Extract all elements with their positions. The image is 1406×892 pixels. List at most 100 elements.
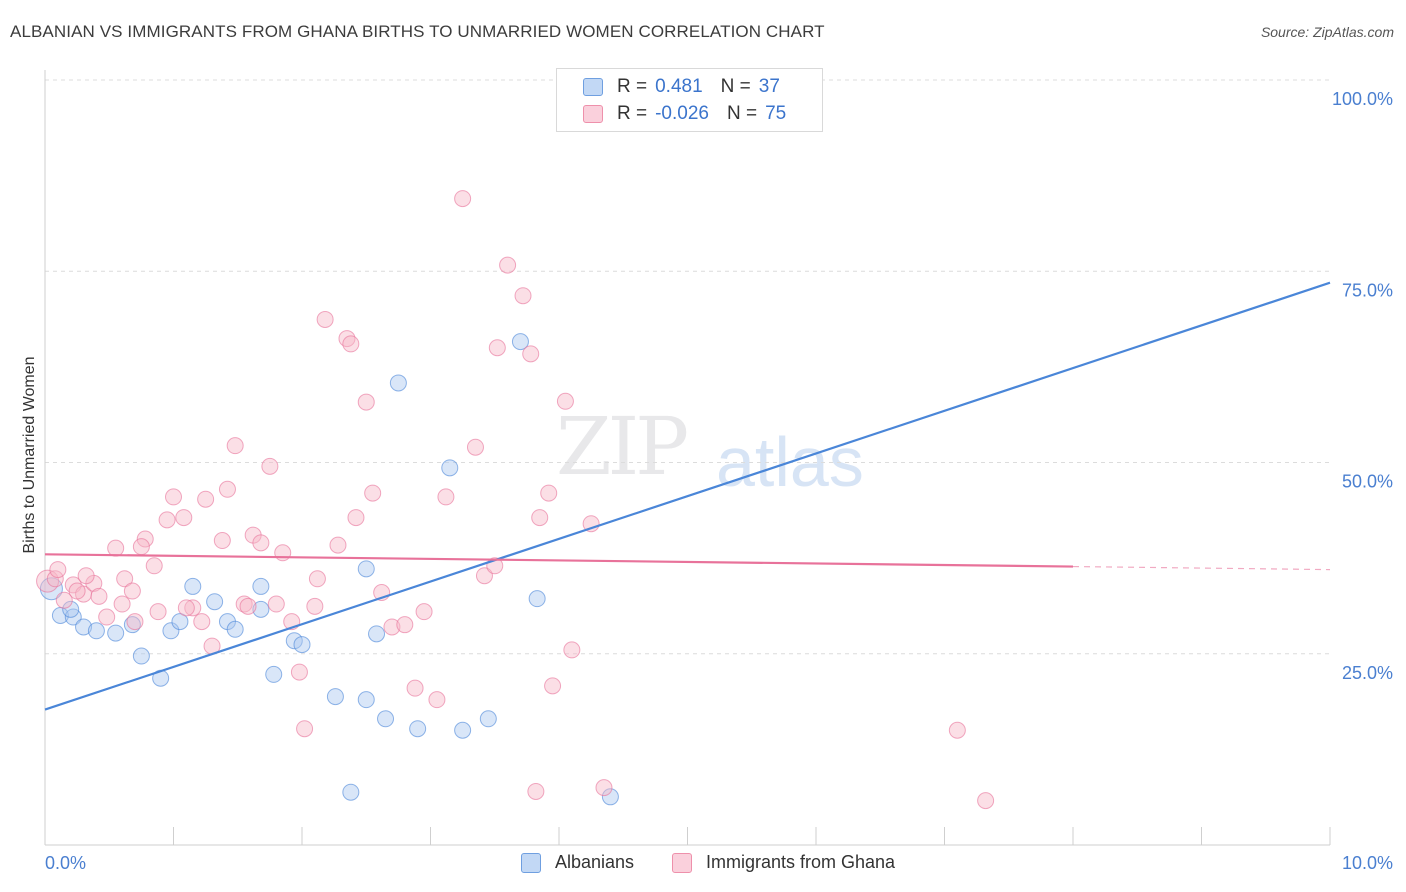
data-point: [175, 509, 193, 527]
data-point: [514, 287, 532, 305]
watermark-zip: ZIP: [556, 400, 689, 493]
data-point: [107, 539, 125, 557]
data-point: [55, 591, 73, 609]
data-point: [49, 561, 67, 579]
data-point: [347, 509, 365, 527]
data-point: [136, 530, 154, 548]
data-point: [218, 480, 236, 498]
data-point: [364, 484, 382, 502]
n-value: 75: [765, 103, 787, 124]
source-credit: Source: ZipAtlas.com: [1260, 24, 1394, 40]
data-point: [977, 792, 995, 810]
r-label: R =: [617, 76, 648, 97]
data-point: [488, 339, 506, 357]
trend-line-extension: [1072, 565, 1331, 571]
data-point: [296, 720, 314, 738]
series-legend: Albanians Immigrants from Ghana: [0, 852, 1406, 878]
r-value: 0.481: [655, 76, 703, 97]
data-point: [441, 459, 459, 477]
data-point: [563, 641, 581, 659]
y-tick-label: 75.0%: [1342, 280, 1393, 300]
data-point: [527, 782, 545, 800]
data-point: [285, 632, 303, 650]
data-point: [226, 437, 244, 455]
data-point: [252, 577, 270, 595]
data-point: [308, 570, 326, 588]
data-point: [252, 534, 270, 552]
data-point: [98, 608, 116, 626]
data-point: [601, 788, 619, 806]
data-point: [428, 691, 446, 709]
data-point: [62, 600, 80, 618]
axes: [44, 70, 1331, 846]
legend-swatch-ghana: [583, 105, 603, 123]
data-point: [475, 567, 493, 585]
data-point: [293, 636, 311, 654]
trend-lines: [44, 281, 1331, 711]
data-point: [316, 310, 334, 328]
data-point: [479, 710, 497, 728]
data-point: [177, 599, 195, 617]
data-point: [522, 345, 540, 363]
data-point: [267, 595, 285, 613]
data-point: [265, 665, 283, 683]
data-point: [290, 663, 308, 681]
data-point: [39, 577, 63, 601]
r-label: R =: [617, 103, 648, 124]
data-point: [261, 457, 279, 475]
tick-labels: 25.0% 50.0% 75.0% 100.0% 0.0% 10.0%: [45, 89, 1393, 873]
data-point: [158, 511, 176, 529]
data-point: [116, 570, 134, 588]
data-point: [595, 779, 613, 797]
data-point: [252, 600, 270, 618]
data-point: [357, 393, 375, 411]
legend-row-ghana: R = -0.026 N = 75: [583, 102, 786, 126]
data-point: [213, 532, 231, 550]
data-point: [90, 587, 108, 605]
legend-swatch-albanians: [583, 78, 603, 96]
data-point: [377, 710, 395, 728]
data-point: [226, 620, 244, 638]
data-point: [406, 679, 424, 697]
data-point: [75, 618, 93, 636]
data-point: [415, 603, 433, 621]
data-point: [454, 721, 472, 739]
data-point: [171, 613, 189, 631]
data-point: [162, 622, 180, 640]
data-point: [396, 616, 414, 634]
n-label: N =: [720, 76, 751, 97]
data-point: [342, 335, 360, 353]
legend-item-albanians: Albanians: [521, 852, 634, 873]
x-tick-label: 10.0%: [1342, 853, 1393, 873]
chart-title: ALBANIAN VS IMMIGRANTS FROM GHANA BIRTHS…: [10, 22, 825, 41]
data-point: [368, 625, 386, 643]
data-point: [409, 720, 427, 738]
data-point: [528, 590, 546, 608]
data-point: [107, 624, 125, 642]
data-point: [544, 677, 562, 695]
r-value: -0.026: [655, 103, 709, 124]
data-point: [499, 256, 517, 274]
series-ghana: [36, 190, 995, 810]
n-label: N =: [726, 103, 758, 124]
n-value: 37: [758, 76, 780, 97]
data-point: [454, 190, 472, 208]
data-point: [165, 488, 182, 506]
data-point: [540, 484, 558, 502]
legend-item-ghana: Immigrants from Ghana: [672, 852, 895, 873]
x-tick-label: 0.0%: [45, 853, 86, 873]
y-tick-label: 50.0%: [1342, 472, 1393, 492]
data-point: [948, 721, 966, 739]
data-point: [68, 582, 86, 600]
data-point: [326, 688, 344, 706]
data-point: [531, 509, 549, 527]
data-point: [306, 597, 324, 615]
trend-line: [44, 553, 1074, 568]
data-point: [357, 691, 375, 709]
data-point: [123, 582, 141, 600]
legend-label-albanians: Albanians: [555, 852, 635, 872]
legend-row-albanians: R = 0.481 N = 37: [583, 75, 780, 99]
data-point: [77, 567, 95, 585]
data-point: [511, 333, 529, 351]
